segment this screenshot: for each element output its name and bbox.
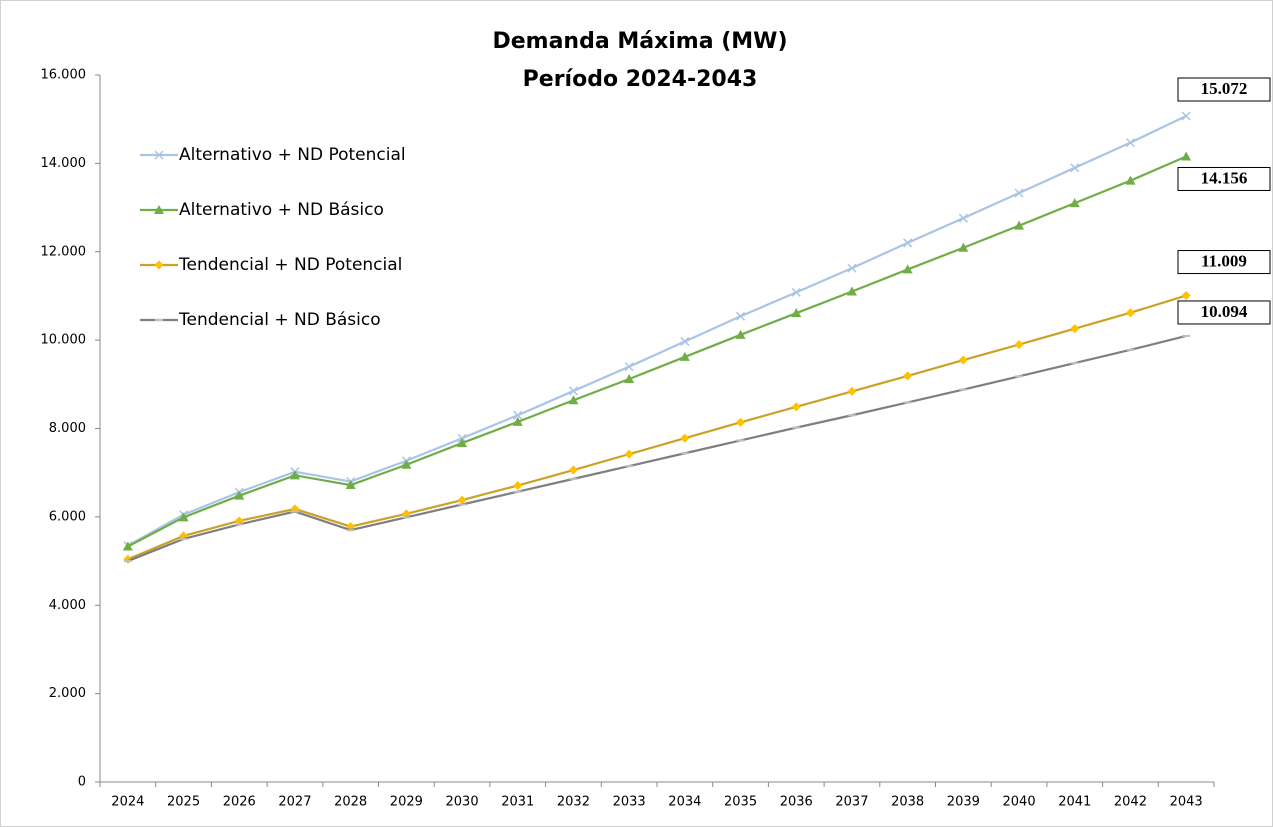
x-tick-label: 2039 — [947, 795, 980, 810]
point — [513, 481, 523, 491]
point — [345, 480, 356, 490]
point — [1014, 220, 1025, 230]
y-tick-label: 4.000 — [49, 598, 86, 613]
value-label-box — [1177, 77, 1271, 102]
point — [1181, 111, 1191, 121]
x-tick-label: 2043 — [1170, 795, 1203, 810]
point — [1014, 188, 1024, 198]
x-tick-label: 2028 — [334, 795, 367, 810]
point — [568, 395, 579, 405]
point — [154, 150, 164, 160]
y-tick-label: 14.000 — [41, 156, 87, 171]
series-line — [127, 294, 1187, 561]
value-label: 11.009 — [1201, 251, 1247, 270]
legend-label: Alternativo + ND Básico — [179, 200, 384, 220]
point — [122, 541, 133, 551]
x-tick-label: 2024 — [111, 795, 144, 810]
point — [154, 205, 164, 214]
point — [679, 351, 690, 361]
x-tick-label: 2036 — [780, 795, 813, 810]
x-tick-label: 2027 — [278, 795, 311, 810]
point — [1125, 175, 1136, 185]
point — [401, 459, 412, 469]
point — [903, 371, 913, 381]
point — [958, 213, 968, 223]
point — [846, 286, 857, 296]
point — [1070, 324, 1080, 334]
x-tick-label: 2034 — [668, 795, 701, 810]
point — [736, 417, 746, 427]
point — [568, 465, 578, 475]
x-tick-label: 2040 — [1003, 795, 1036, 810]
value-label: 15.072 — [1201, 79, 1248, 98]
x-tick-label: 2038 — [891, 795, 924, 810]
y-tick-label: 8.000 — [49, 421, 86, 436]
value-label-box — [1177, 300, 1271, 325]
point — [457, 438, 468, 448]
point — [958, 242, 969, 252]
y-tick-label: 10.000 — [41, 333, 87, 348]
chart-title: Demanda Máxima (MW) — [492, 29, 787, 54]
x-tick-label: 2041 — [1058, 795, 1091, 810]
legend-label: Tendencial + ND Potencial — [178, 255, 402, 275]
point — [178, 512, 189, 522]
x-tick-label: 2033 — [613, 795, 646, 810]
point — [624, 362, 634, 372]
legend-label: Tendencial + ND Básico — [178, 310, 381, 330]
x-tick-label: 2037 — [835, 795, 868, 810]
y-tick-label: 16.000 — [41, 68, 87, 83]
point — [1125, 308, 1135, 318]
y-tick-label: 6.000 — [49, 509, 86, 524]
point — [1070, 163, 1080, 173]
value-label: 14.156 — [1201, 168, 1248, 187]
y-tick-label: 2.000 — [49, 686, 86, 701]
point — [847, 386, 857, 396]
point — [154, 260, 164, 270]
point — [457, 495, 467, 505]
x-tick-label: 2032 — [557, 795, 590, 810]
point — [513, 410, 523, 420]
point — [1125, 138, 1135, 148]
point — [958, 355, 968, 365]
point — [847, 263, 857, 273]
series-line — [127, 155, 1187, 548]
series-line — [127, 334, 1187, 563]
legend-label: Alternativo + ND Potencial — [179, 145, 406, 165]
x-tick-label: 2026 — [223, 795, 256, 810]
point — [680, 336, 690, 346]
x-tick-label: 2035 — [724, 795, 757, 810]
point — [289, 470, 300, 480]
point — [791, 402, 801, 412]
point — [903, 238, 913, 248]
x-tick-label: 2030 — [446, 795, 479, 810]
point — [791, 287, 801, 297]
value-label-box — [1177, 250, 1271, 275]
y-tick-label: 0 — [78, 775, 86, 790]
series-line — [127, 115, 1187, 547]
point — [1069, 198, 1080, 208]
value-label-box — [1177, 166, 1271, 191]
point — [234, 490, 245, 500]
x-tick-label: 2025 — [167, 795, 200, 810]
x-tick-label: 2031 — [501, 795, 534, 810]
x-tick-label: 2029 — [390, 795, 423, 810]
point — [568, 386, 578, 396]
point — [735, 329, 746, 339]
chart-subtitle: Período 2024-2043 — [523, 67, 758, 92]
point — [624, 449, 634, 459]
point — [1181, 291, 1191, 301]
point — [680, 433, 690, 443]
point — [736, 311, 746, 321]
point — [624, 374, 635, 384]
value-label: 10.094 — [1201, 302, 1248, 321]
x-tick-label: 2042 — [1114, 795, 1147, 810]
point — [512, 416, 523, 426]
point — [791, 308, 802, 318]
y-tick-label: 12.000 — [41, 244, 87, 259]
point — [902, 264, 913, 274]
point — [1181, 151, 1192, 161]
point — [1014, 340, 1024, 350]
